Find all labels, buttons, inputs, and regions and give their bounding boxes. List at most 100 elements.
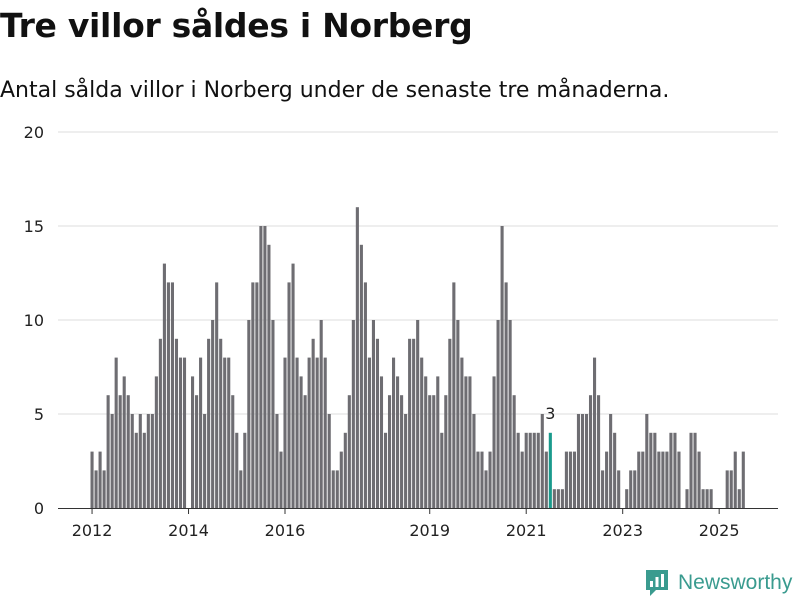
bar [564, 451, 568, 508]
bar [371, 320, 375, 508]
bar [480, 451, 484, 508]
bar [609, 414, 613, 508]
x-tick-label: 2025 [699, 521, 740, 540]
bar [195, 395, 199, 508]
bar [170, 282, 174, 508]
bar [456, 320, 460, 508]
bar [146, 414, 150, 508]
bar [645, 414, 649, 508]
bar [343, 432, 347, 508]
bar [540, 414, 544, 508]
y-tick-label: 20 [24, 123, 44, 142]
bar [315, 357, 319, 508]
bar [114, 357, 118, 508]
bar [106, 395, 110, 508]
bar [641, 451, 645, 508]
bar [593, 357, 597, 508]
bar [275, 414, 279, 508]
bar-highlight [548, 432, 552, 508]
newsworthy-logo-icon [646, 570, 668, 596]
bar [235, 432, 239, 508]
bar [504, 282, 508, 508]
bar [689, 432, 693, 508]
bar [118, 395, 122, 508]
bar [400, 395, 404, 508]
bar [203, 414, 207, 508]
bar [267, 244, 271, 509]
bar [536, 432, 540, 508]
bar [448, 338, 452, 508]
bar [576, 414, 581, 508]
bar [283, 357, 287, 508]
bar [701, 489, 705, 508]
bar [90, 451, 94, 508]
bar [311, 338, 315, 508]
bar [331, 470, 335, 508]
x-tick-label: 2014 [168, 521, 209, 540]
bar [335, 470, 339, 508]
x-tick-label: 2023 [602, 521, 643, 540]
bar [211, 320, 215, 508]
y-tick-label: 5 [34, 405, 44, 424]
bar [279, 451, 283, 508]
bar [271, 320, 275, 508]
bar [291, 263, 295, 508]
bar [150, 414, 154, 508]
x-tick-label: 2021 [506, 521, 547, 540]
bar [383, 432, 388, 508]
bar [327, 414, 331, 508]
bar [661, 451, 665, 508]
bar [102, 470, 106, 508]
x-tick-label: 2016 [265, 521, 306, 540]
bar [404, 414, 408, 508]
bar [215, 282, 219, 508]
bar [460, 357, 464, 508]
newsworthy-logo: Newsworthy [644, 568, 792, 598]
bar [560, 489, 564, 508]
bar [697, 451, 701, 508]
bar [597, 395, 601, 508]
bar [122, 376, 126, 508]
bar [223, 357, 227, 508]
bar [182, 357, 187, 508]
x-tick-label: 2012 [72, 521, 113, 540]
bar [94, 470, 98, 508]
y-tick-label: 15 [24, 217, 44, 236]
bar [138, 414, 142, 508]
bar [532, 432, 536, 508]
chart-title: Tre villor såldes i Norberg [0, 6, 473, 45]
bar [375, 338, 380, 508]
bar [319, 320, 323, 508]
bar [677, 451, 681, 508]
bar [207, 338, 211, 508]
bar [166, 282, 170, 508]
bar [617, 470, 621, 508]
bar [408, 338, 412, 508]
bar [500, 226, 504, 508]
bar [299, 376, 303, 508]
bar-chart: 0 5 10 15 20 2012 2014 2016 2019 2021 2023 2025 3 [24, 123, 778, 540]
bar [528, 432, 532, 508]
bar [367, 357, 371, 508]
bar [263, 226, 267, 508]
bar [130, 414, 134, 508]
bar [568, 451, 572, 508]
bar [251, 282, 255, 508]
bar [444, 395, 448, 508]
data-label: 3 [545, 404, 555, 423]
bar [508, 320, 512, 508]
bar [544, 451, 548, 508]
bar [729, 470, 733, 508]
bar [339, 451, 343, 508]
bar [584, 414, 589, 508]
bar [733, 451, 737, 508]
bar [725, 470, 729, 508]
bar [556, 489, 560, 508]
bar [158, 338, 162, 508]
bar [705, 489, 709, 508]
bar [392, 357, 396, 508]
newsworthy-logo-text: Newsworthy [678, 571, 793, 594]
bar [259, 226, 263, 508]
bar [737, 489, 741, 508]
bar [379, 376, 384, 508]
